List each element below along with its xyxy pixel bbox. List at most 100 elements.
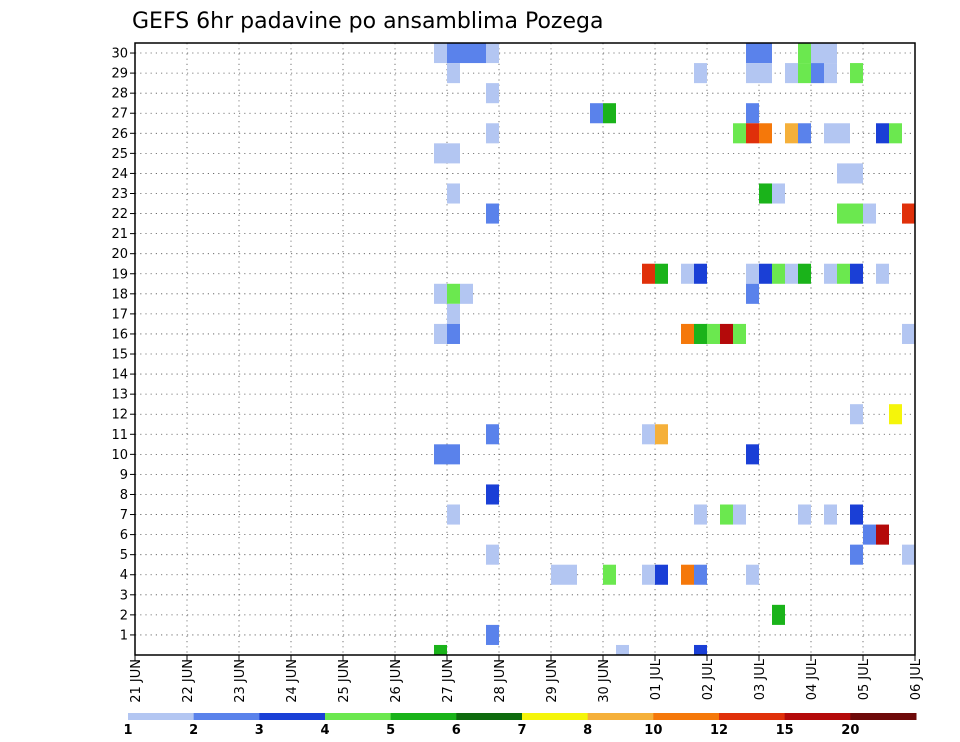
y-tick-label: 9 (120, 468, 128, 483)
colorbar-swatch (390, 713, 457, 720)
heatmap-cell (824, 263, 837, 284)
heatmap-cell (486, 544, 499, 565)
heatmap-cell (447, 283, 460, 304)
x-tick-label: 04 JUL (805, 658, 820, 700)
y-tick-label: 20 (111, 247, 128, 262)
heatmap-cell (642, 424, 655, 445)
heatmap-cell (447, 143, 460, 164)
heatmap-cell (863, 524, 876, 545)
heatmap-cell (759, 263, 772, 284)
y-tick-label: 10 (111, 448, 128, 463)
y-tick-label: 7 (120, 508, 128, 523)
colorbar-swatch (522, 713, 589, 720)
y-tick-label: 25 (111, 147, 128, 162)
colorbar-label: 4 (320, 723, 329, 738)
y-tick-label: 29 (111, 67, 128, 82)
colorbar-swatch (587, 713, 654, 720)
heatmap-cell (850, 203, 863, 224)
heatmap-cell (447, 63, 460, 84)
colorbar-swatch (259, 713, 326, 720)
heatmap-cell (824, 63, 837, 84)
y-axis: 1234567891011121314151617181920212223242… (111, 47, 135, 643)
heatmap-cell (434, 143, 447, 164)
heatmap-cell (564, 564, 577, 585)
y-tick-label: 4 (120, 568, 128, 583)
heatmap-cell (603, 103, 616, 124)
heatmap-cell (434, 323, 447, 344)
heatmap-cell (642, 564, 655, 585)
colorbar-label: 5 (386, 723, 395, 738)
heatmap-cell (733, 504, 746, 525)
y-tick-label: 15 (111, 348, 128, 363)
heatmap-cell (486, 203, 499, 224)
heatmap-cell (486, 43, 499, 64)
heatmap-cell (707, 323, 720, 344)
heatmap-cell (746, 63, 759, 84)
heatmap-cell (486, 484, 499, 505)
heatmap-cell (434, 444, 447, 465)
x-tick-label: 29 JUN (545, 659, 560, 703)
heatmap-cell (837, 123, 850, 144)
heatmap-cell (460, 283, 473, 304)
heatmap-cell (759, 43, 772, 64)
y-tick-label: 12 (111, 408, 128, 423)
heatmap-cell (447, 43, 460, 64)
x-tick-label: 26 JUN (389, 659, 404, 703)
y-tick-label: 13 (111, 388, 128, 403)
heatmap-cell (746, 103, 759, 124)
x-tick-label: 03 JUL (753, 658, 768, 700)
colorbar-swatch (719, 713, 786, 720)
heatmap-cell (824, 504, 837, 525)
colorbar-swatch (850, 713, 917, 720)
y-tick-label: 1 (120, 628, 128, 643)
heatmap-cell (447, 323, 460, 344)
heatmap-cell (694, 63, 707, 84)
heatmap-cell (850, 404, 863, 425)
heatmap-cell (850, 504, 863, 525)
y-tick-label: 14 (111, 368, 128, 383)
heatmap-cell (694, 323, 707, 344)
heatmap-cell (876, 524, 889, 545)
heatmap-cell (486, 624, 499, 645)
heatmap-cell (798, 263, 811, 284)
heatmap-cell (486, 83, 499, 104)
heatmap-cell (824, 123, 837, 144)
heatmap-cell (798, 63, 811, 84)
heatmap-cell (486, 123, 499, 144)
heatmap-cell (434, 43, 447, 64)
heatmap-cell (746, 263, 759, 284)
heatmap-cell (837, 203, 850, 224)
colorbar-legend: 1 2 3 4 5 6 7 8 10 12 15 20 (123, 713, 917, 738)
colorbar-swatch (653, 713, 720, 720)
y-tick-label: 8 (120, 488, 128, 503)
colorbar-label: 1 (123, 723, 132, 738)
heatmap-cell (785, 123, 798, 144)
colorbar-swatch (193, 713, 260, 720)
heatmap-cell (655, 263, 668, 284)
x-tick-label: 02 JUL (701, 658, 716, 700)
colorbar-swatch (456, 713, 523, 720)
heatmap-cell (460, 43, 473, 64)
x-tick-label: 28 JUN (493, 659, 508, 703)
y-tick-label: 16 (111, 327, 128, 342)
colorbar-swatch (325, 713, 392, 720)
heatmap-cells (434, 43, 915, 655)
heatmap-cell (759, 183, 772, 204)
heatmap-cell (902, 544, 915, 565)
colorbar-label: 2 (189, 723, 198, 738)
heatmap-cell (850, 263, 863, 284)
heatmap-cell (694, 504, 707, 525)
heatmap-cell (902, 203, 915, 224)
y-tick-label: 18 (111, 287, 128, 302)
heatmap-cell (486, 424, 499, 445)
y-tick-label: 17 (111, 307, 128, 322)
heatmap-cell (694, 644, 707, 655)
heatmap-cell (746, 43, 759, 64)
heatmap-cell (876, 123, 889, 144)
colorbar-label: 10 (644, 723, 662, 738)
heatmap-cell (746, 123, 759, 144)
heatmap-cell (824, 43, 837, 64)
y-tick-label: 5 (120, 548, 128, 563)
heatmap-cell (837, 163, 850, 184)
heatmap-cell (434, 644, 447, 655)
